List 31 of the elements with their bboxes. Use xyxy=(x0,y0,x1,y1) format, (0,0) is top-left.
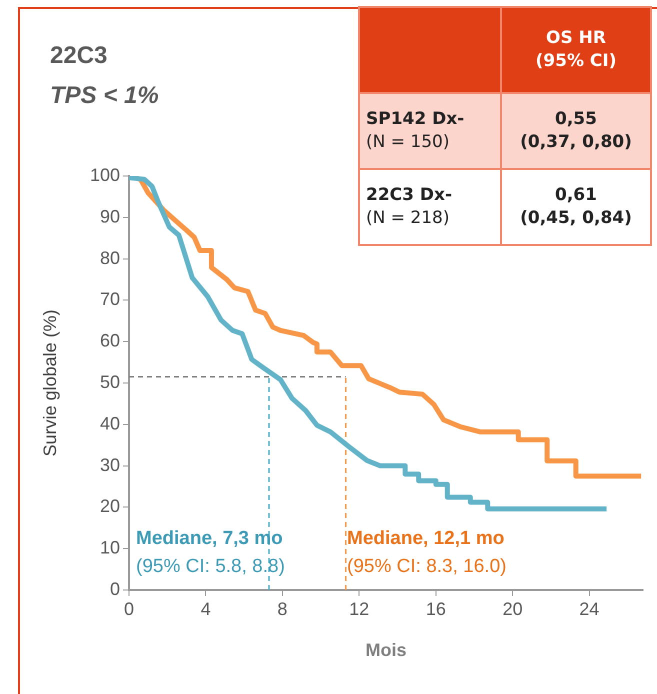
x-tick-label: 16 xyxy=(426,598,446,619)
y-tick-label: 30 xyxy=(100,454,120,475)
annotation: (95% CI: 8.3, 16.0) xyxy=(347,556,506,578)
chart-title: 22C3 xyxy=(50,42,108,70)
text: 0,55 (0,37, 0,80) xyxy=(501,93,651,169)
annotation: Mediane, 12,1 mo xyxy=(347,528,504,550)
y-tick-label: 70 xyxy=(100,289,120,310)
text: SP142 Dx- (N = 150) xyxy=(366,109,464,152)
x-tick-label: 4 xyxy=(200,598,211,619)
y-tick-label: 0 xyxy=(110,578,120,599)
annotation: Mediane, 7,3 mo xyxy=(136,528,283,550)
y-tick-label: 60 xyxy=(100,330,120,351)
annotation: 22C3 Dx- (N = 218) xyxy=(366,185,452,228)
annotation: (95% CI: 5.8, 8.8) xyxy=(136,556,285,578)
x-tick-label: 24 xyxy=(579,598,600,619)
chart-subtitle: TPS < 1% xyxy=(50,82,159,110)
text: OS HR (95% CI) xyxy=(501,7,651,93)
y-tick-label: 100 xyxy=(90,164,120,185)
x-tick-label: 0 xyxy=(124,598,134,619)
y-tick-label: 80 xyxy=(100,248,120,268)
y-tick-label: 90 xyxy=(100,206,120,226)
x-tick-label: 8 xyxy=(277,598,288,619)
y-tick-label: 50 xyxy=(100,372,120,392)
y-tick-label: 20 xyxy=(100,496,120,516)
y-tick-label: 40 xyxy=(100,413,120,434)
x-tick-label: 20 xyxy=(502,598,523,619)
y-tick-label: 10 xyxy=(100,538,120,558)
annotation: 0,61 (0,45, 0,84) xyxy=(501,169,651,245)
x-tick-label: 12 xyxy=(349,598,370,619)
x-axis-title: Mois xyxy=(365,640,407,660)
y-axis-title: Survie globale (%) xyxy=(40,309,60,457)
